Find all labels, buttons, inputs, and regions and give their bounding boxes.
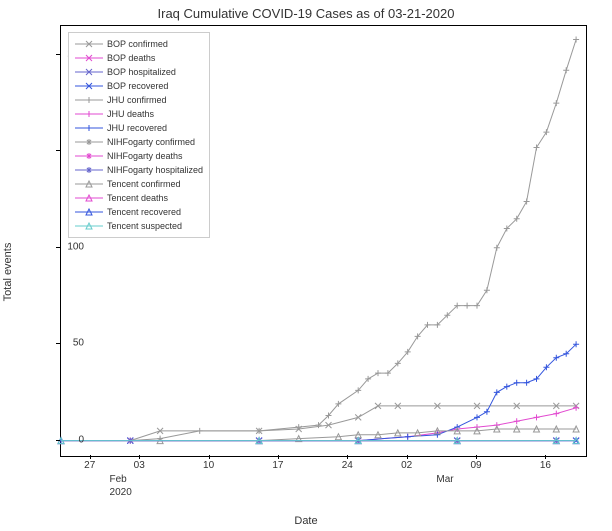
series-marker: [563, 67, 569, 73]
x-tick-mark: [139, 455, 140, 459]
legend-label: NIHFogarty deaths: [107, 149, 183, 163]
legend-item: NIHFogarty hospitalized: [75, 163, 203, 177]
series-marker: [494, 245, 500, 251]
series-marker: [553, 100, 559, 106]
legend-item: JHU confirmed: [75, 93, 203, 107]
series-marker: [553, 411, 559, 417]
legend-label: Tencent deaths: [107, 191, 168, 205]
legend-item: Tencent suspected: [75, 219, 203, 233]
x-tick-label: 02: [401, 460, 412, 471]
x-tick-mark: [90, 455, 91, 459]
legend-label: BOP hospitalized: [107, 65, 176, 79]
legend-label: NIHFogarty hospitalized: [107, 163, 203, 177]
legend-item: JHU deaths: [75, 107, 203, 121]
x-tick-label: 09: [470, 460, 481, 471]
legend-item: NIHFogarty deaths: [75, 149, 203, 163]
legend-marker: [75, 220, 103, 232]
series-marker: [524, 380, 530, 386]
series-marker: [514, 380, 520, 386]
legend-marker: [75, 122, 103, 134]
legend-marker: [75, 206, 103, 218]
legend-item: NIHFogarty confirmed: [75, 135, 203, 149]
y-tick-mark: [56, 440, 60, 441]
x-sublabel: Feb: [110, 474, 127, 485]
legend-item: BOP recovered: [75, 79, 203, 93]
legend-label: JHU recovered: [107, 121, 167, 135]
series-marker: [405, 434, 411, 440]
series-marker: [543, 129, 549, 135]
series-marker: [573, 37, 579, 43]
legend-label: JHU deaths: [107, 107, 154, 121]
series-marker: [524, 199, 530, 205]
x-axis-label: Date: [0, 515, 612, 527]
legend-item: Tencent confirmed: [75, 177, 203, 191]
y-tick-mark: [56, 54, 60, 55]
x-tick-mark: [476, 455, 477, 459]
series-marker: [504, 384, 510, 390]
legend-item: JHU recovered: [75, 121, 203, 135]
legend-item: BOP deaths: [75, 51, 203, 65]
legend-label: Tencent suspected: [107, 219, 182, 233]
legend-marker: [75, 80, 103, 92]
x-tick-label: 03: [134, 460, 145, 471]
x-tick-label: 24: [342, 460, 353, 471]
series-marker: [484, 287, 490, 293]
y-axis-label: Total events: [2, 242, 14, 301]
x-tick-mark: [278, 455, 279, 459]
x-tick-mark: [545, 455, 546, 459]
legend-item: Tencent deaths: [75, 191, 203, 205]
legend-item: BOP confirmed: [75, 37, 203, 51]
legend-marker: [75, 150, 103, 162]
legend-marker: [75, 178, 103, 190]
x-tick-label: 17: [272, 460, 283, 471]
legend-label: BOP recovered: [107, 79, 168, 93]
y-tick-mark: [56, 343, 60, 344]
chart-title: Iraq Cumulative COVID-19 Cases as of 03-…: [0, 6, 612, 21]
series-marker: [375, 370, 381, 376]
series-marker: [197, 428, 203, 434]
series-marker: [514, 418, 520, 424]
series-marker: [494, 389, 500, 395]
chart-container: Iraq Cumulative COVID-19 Cases as of 03-…: [0, 0, 612, 531]
x-tick-mark: [407, 455, 408, 459]
series-marker: [355, 414, 361, 420]
x-tick-mark: [209, 455, 210, 459]
legend-item: Tencent recovered: [75, 205, 203, 219]
legend-label: BOP deaths: [107, 51, 155, 65]
x-tick-label: 10: [203, 460, 214, 471]
series-marker: [484, 409, 490, 415]
x-tick-mark: [347, 455, 348, 459]
series-marker: [534, 145, 540, 151]
legend: BOP confirmed BOP deaths BOP hospitalize…: [68, 32, 210, 238]
series-marker: [534, 414, 540, 420]
legend-marker: [75, 38, 103, 50]
x-sublabel: Mar: [436, 474, 453, 485]
series-marker: [474, 414, 480, 420]
legend-label: NIHFogarty confirmed: [107, 135, 195, 149]
legend-marker: [75, 66, 103, 78]
y-tick-mark: [56, 150, 60, 151]
legend-marker: [75, 52, 103, 64]
legend-marker: [75, 136, 103, 148]
x-sublabel-year: 2020: [110, 487, 132, 498]
legend-label: BOP confirmed: [107, 37, 168, 51]
legend-label: Tencent recovered: [107, 205, 181, 219]
series-marker: [474, 303, 480, 309]
legend-marker: [75, 164, 103, 176]
x-tick-label: 27: [84, 460, 95, 471]
legend-marker: [75, 94, 103, 106]
legend-item: BOP hospitalized: [75, 65, 203, 79]
y-tick-mark: [56, 247, 60, 248]
x-tick-label: 16: [540, 460, 551, 471]
legend-marker: [75, 108, 103, 120]
series-marker: [464, 303, 470, 309]
legend-marker: [75, 192, 103, 204]
legend-label: Tencent confirmed: [107, 177, 181, 191]
legend-label: JHU confirmed: [107, 93, 167, 107]
